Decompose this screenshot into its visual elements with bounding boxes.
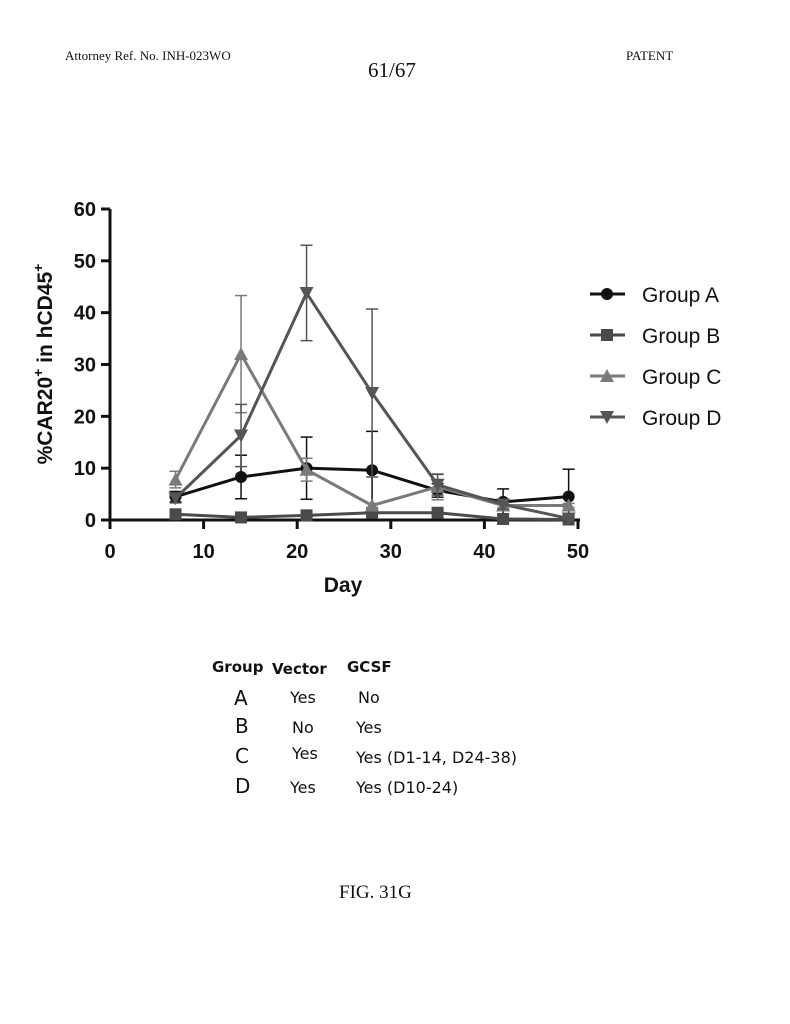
legend-entry-group-d: Group D xyxy=(590,407,721,430)
legend-label: Group B xyxy=(642,325,720,348)
data-point xyxy=(497,512,510,525)
figure-caption: FIG. 31G xyxy=(339,882,412,903)
legend-marker xyxy=(601,288,613,300)
x-tick-label: 10 xyxy=(192,541,214,563)
chart-plot-area xyxy=(168,244,576,526)
data-point xyxy=(561,512,576,526)
data-point xyxy=(234,429,249,443)
data-point xyxy=(168,492,183,506)
chart-axes: 0 10 20 30 40 50 60 0 10 20 30 40 50 xyxy=(74,199,589,563)
data-point xyxy=(496,498,511,512)
y-tick-label: 60 xyxy=(74,199,96,221)
table-row-a-gcsf: No xyxy=(358,688,380,707)
table-row-a-group: A xyxy=(234,686,248,710)
legend-marker xyxy=(600,411,614,424)
table-row-b-vector: No xyxy=(292,718,314,737)
table-row-b-gcsf: Yes xyxy=(356,718,382,737)
data-point xyxy=(431,506,444,519)
data-point xyxy=(562,490,575,503)
x-tick-label: 20 xyxy=(286,541,308,563)
legend-label: Group C xyxy=(642,366,721,389)
legend-label: Group A xyxy=(642,284,719,307)
series-group-d xyxy=(168,244,576,526)
data-point xyxy=(365,498,380,512)
table-row-c-group: C xyxy=(235,744,249,768)
table-header-gcsf: GCSF xyxy=(347,658,392,676)
legend-label: Group D xyxy=(642,407,721,430)
data-point xyxy=(365,387,380,401)
legend-marker xyxy=(601,329,613,341)
x-tick-label: 0 xyxy=(104,541,115,563)
y-tick-label: 0 xyxy=(85,510,96,532)
data-point xyxy=(561,498,576,512)
y-axis-title: %CAR20+ in hCD45+ xyxy=(30,264,57,465)
data-point xyxy=(234,347,249,361)
table-header-group: Group xyxy=(212,658,264,676)
x-tick-label: 40 xyxy=(473,541,495,563)
data-point xyxy=(168,472,183,486)
y-tick-label: 40 xyxy=(74,303,96,325)
data-point xyxy=(430,478,445,492)
table-row-d-group: D xyxy=(235,774,251,798)
data-point xyxy=(300,509,313,522)
table-row-b-group: B xyxy=(235,714,249,738)
data-point xyxy=(235,470,248,483)
table-row-c-gcsf: Yes (D1-14, D24-38) xyxy=(356,748,518,767)
data-point xyxy=(299,286,314,300)
data-point xyxy=(299,462,314,476)
page-number: 61/67 xyxy=(368,58,416,82)
attorney-reference: Attorney Ref. No. INH-023WO xyxy=(65,48,231,63)
x-tick-label: 30 xyxy=(380,541,402,563)
table-row-a-vector: Yes xyxy=(290,688,316,707)
legend-entry-group-c: Group C xyxy=(590,366,721,389)
y-tick-label: 30 xyxy=(74,355,96,377)
table-row-d-gcsf: Yes (D10-24) xyxy=(356,778,459,797)
table-row-c-vector: Yes xyxy=(292,744,318,763)
legend-marker xyxy=(600,369,614,382)
chart-legend: Group A Group B Group C Group D xyxy=(590,284,721,430)
legend-entry-group-b: Group B xyxy=(590,325,720,348)
x-tick-label: 50 xyxy=(567,541,589,563)
y-tick-label: 20 xyxy=(74,406,96,428)
data-point xyxy=(235,511,248,524)
patent-label: PATENT xyxy=(626,48,674,63)
x-axis-title: Day xyxy=(324,574,363,597)
table-row-d-vector: Yes xyxy=(290,778,316,797)
y-tick-label: 10 xyxy=(74,458,96,480)
legend-entry-group-a: Group A xyxy=(590,284,719,307)
y-tick-label: 50 xyxy=(74,251,96,273)
data-point xyxy=(169,508,182,521)
table-header-vector: Vector xyxy=(272,660,327,678)
